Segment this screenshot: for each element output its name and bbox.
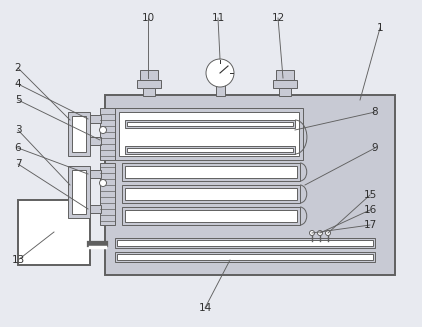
Text: 17: 17 xyxy=(363,220,376,230)
Bar xyxy=(115,108,303,160)
Bar xyxy=(88,170,101,178)
Text: 2: 2 xyxy=(15,63,22,73)
Bar xyxy=(276,70,294,80)
Bar xyxy=(125,210,297,222)
Bar xyxy=(125,188,297,200)
Text: 15: 15 xyxy=(363,190,376,200)
Text: 11: 11 xyxy=(211,13,225,23)
Bar xyxy=(127,122,293,126)
Bar xyxy=(88,137,101,145)
Text: 9: 9 xyxy=(372,143,378,153)
Bar xyxy=(125,120,295,128)
Bar xyxy=(137,80,161,88)
Bar xyxy=(72,116,86,152)
Bar xyxy=(119,112,299,156)
Bar xyxy=(115,238,375,248)
Circle shape xyxy=(100,180,106,186)
Circle shape xyxy=(317,231,322,235)
Circle shape xyxy=(206,59,234,87)
Bar xyxy=(125,166,297,178)
Text: 14: 14 xyxy=(198,303,211,313)
Bar xyxy=(127,148,293,152)
Bar xyxy=(100,108,115,160)
Bar xyxy=(122,163,300,181)
Text: 16: 16 xyxy=(363,205,376,215)
Circle shape xyxy=(325,231,330,235)
Bar xyxy=(105,95,395,275)
Text: 10: 10 xyxy=(141,13,154,23)
Bar xyxy=(143,88,155,96)
Text: 5: 5 xyxy=(15,95,22,105)
Text: 7: 7 xyxy=(15,159,22,169)
Bar xyxy=(140,70,158,80)
Text: 12: 12 xyxy=(271,13,284,23)
Bar xyxy=(117,240,373,246)
Text: 13: 13 xyxy=(11,255,24,265)
Bar xyxy=(117,254,373,260)
Bar xyxy=(273,80,297,88)
Bar xyxy=(72,170,86,214)
Bar xyxy=(100,163,115,225)
Bar xyxy=(88,115,101,123)
Text: 3: 3 xyxy=(15,125,22,135)
Circle shape xyxy=(100,127,106,133)
Text: 1: 1 xyxy=(377,23,383,33)
Bar xyxy=(18,200,90,265)
Bar xyxy=(68,166,90,218)
Bar xyxy=(216,82,225,96)
Bar xyxy=(122,185,300,203)
Text: 8: 8 xyxy=(372,107,378,117)
Text: 6: 6 xyxy=(15,143,22,153)
Bar xyxy=(115,252,375,262)
Text: 4: 4 xyxy=(15,79,22,89)
Bar xyxy=(125,146,295,154)
Bar xyxy=(68,112,90,156)
Bar xyxy=(88,205,101,213)
Bar xyxy=(122,207,300,225)
Bar xyxy=(279,88,291,96)
Circle shape xyxy=(309,231,314,235)
